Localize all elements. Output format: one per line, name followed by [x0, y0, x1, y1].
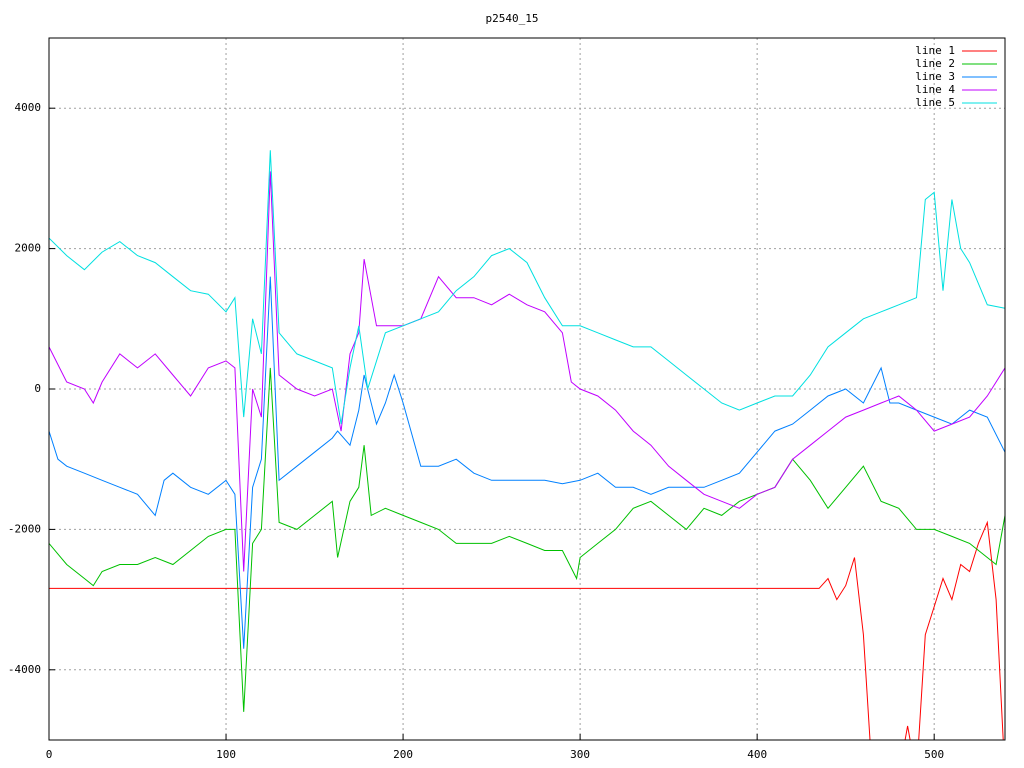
legend-label: line 4	[915, 83, 955, 96]
chart-title: p2540_15	[486, 12, 539, 25]
series-line	[49, 171, 1005, 572]
legend-label: line 1	[915, 44, 955, 57]
x-tick-label: 300	[570, 748, 590, 761]
y-tick-label: 2000	[15, 242, 42, 255]
legend-label: line 3	[915, 70, 955, 83]
series-line	[49, 150, 1005, 425]
legend-label: line 2	[915, 57, 955, 70]
y-tick-label: -4000	[8, 663, 41, 676]
series-line	[49, 276, 1005, 649]
y-tick-label: 4000	[15, 101, 42, 114]
x-tick-label: 500	[924, 748, 944, 761]
grid	[48, 38, 1005, 740]
y-tick-label: -2000	[8, 522, 41, 535]
legend-label: line 5	[915, 96, 955, 109]
x-tick-label: 400	[747, 748, 767, 761]
series-line	[49, 367, 1005, 712]
plot-lines	[49, 150, 1005, 740]
series-line	[49, 520, 1004, 740]
x-tick-label: 100	[216, 748, 236, 761]
x-tick-label: 200	[393, 748, 413, 761]
plot-frame	[48, 37, 1006, 741]
x-tick-label: 0	[46, 748, 53, 761]
y-tick-label: 0	[34, 382, 41, 395]
